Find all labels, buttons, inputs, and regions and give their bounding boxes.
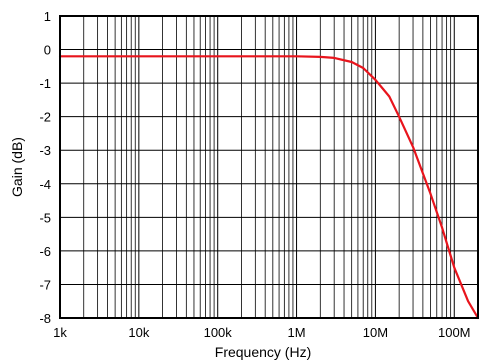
grid-major-lines <box>59 15 478 319</box>
y-tick-label: -6 <box>39 244 51 259</box>
y-tick-label: -4 <box>39 177 51 192</box>
x-tick-label: 10M <box>363 325 388 340</box>
series-layer <box>58 55 480 320</box>
y-tick-label: -5 <box>39 210 51 225</box>
y-tick-label: -7 <box>39 277 51 292</box>
plot-frame <box>59 15 479 319</box>
y-tick-label: -3 <box>39 143 51 158</box>
y-tick-label: 0 <box>44 43 51 58</box>
series-line-gain <box>58 55 480 320</box>
y-tick-label: -2 <box>39 110 51 125</box>
x-tick-label: 100M <box>438 325 471 340</box>
y-tick-label: -8 <box>39 311 51 326</box>
x-tick-label: 1k <box>53 325 67 340</box>
y-tick-labels: 1 0 -1 -2 -3 -4 -5 -6 -7 -8 <box>39 9 51 326</box>
y-tick-label: -1 <box>39 76 51 91</box>
grid-minor-lines <box>83 16 479 318</box>
x-tick-labels: 1k 10k 100k 1M 10M 100M <box>53 325 470 340</box>
y-tick-label: 1 <box>44 9 51 24</box>
y-axis-label: Gain (dB) <box>9 137 25 197</box>
x-tick-label: 10k <box>128 325 149 340</box>
x-tick-label: 100k <box>204 325 233 340</box>
x-tick-label: 1M <box>288 325 306 340</box>
x-axis-label: Frequency (Hz) <box>215 344 311 360</box>
